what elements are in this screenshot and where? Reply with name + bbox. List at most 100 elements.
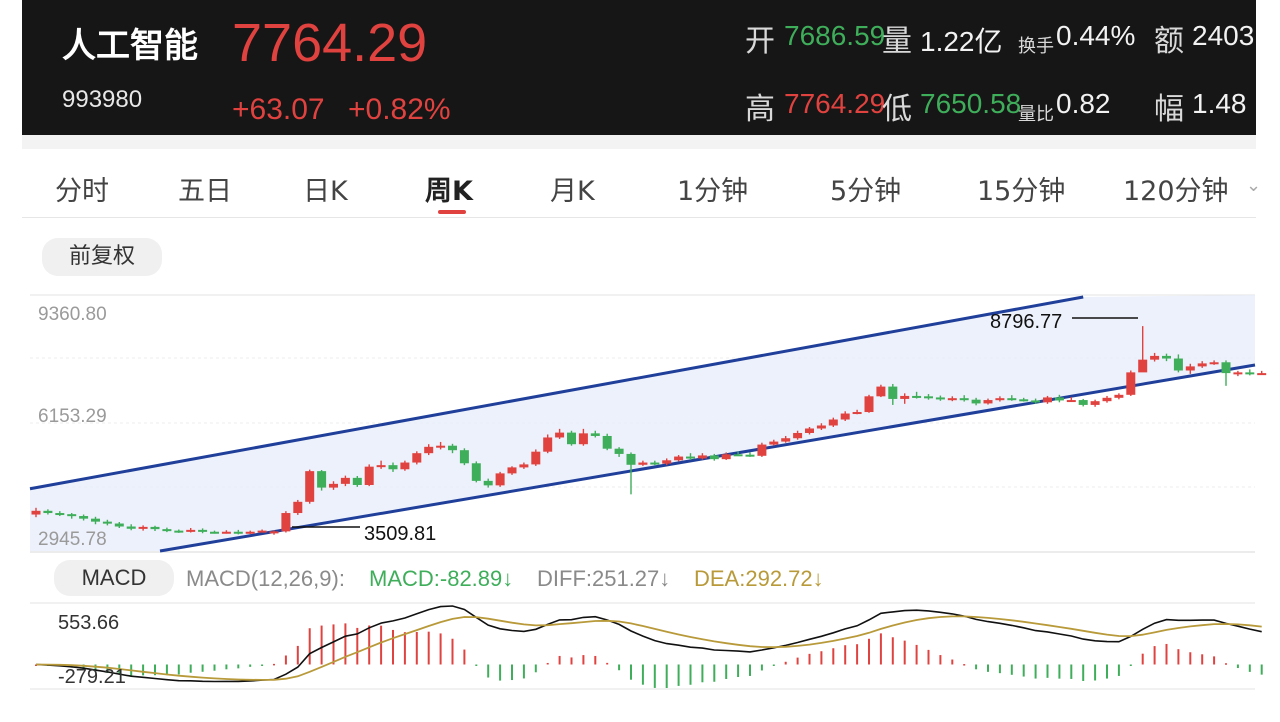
- macd-bar: [368, 625, 371, 665]
- candle-body: [376, 465, 386, 468]
- macd-bar: [1236, 664, 1239, 669]
- candle-body: [1150, 355, 1160, 360]
- turnover-label: 换手: [1018, 36, 1054, 57]
- low-value: 7650.58: [920, 88, 1022, 119]
- macd-bar: [403, 632, 406, 665]
- macd-bar: [903, 640, 906, 665]
- tab-daily-k[interactable]: 日K: [303, 176, 348, 207]
- candle-body: [1209, 362, 1219, 365]
- macd-bar: [546, 662, 549, 665]
- candle-body: [1245, 372, 1255, 375]
- chevron-down-icon[interactable]: ⌄: [1246, 175, 1262, 196]
- high-value: 7764.29: [784, 88, 886, 119]
- trend-channel-lower: [159, 363, 1256, 553]
- macd-bar: [296, 645, 299, 665]
- macd-bar: [796, 657, 799, 665]
- candle-body: [281, 513, 291, 532]
- macd-bar: [582, 655, 585, 665]
- macd-bar: [249, 664, 252, 667]
- candle-body: [567, 432, 576, 445]
- macd-bar: [344, 623, 347, 665]
- candle-body: [590, 433, 600, 436]
- macd-bar: [760, 664, 763, 671]
- macd-bar: [1201, 654, 1204, 665]
- candle-body: [471, 463, 481, 481]
- indicator-selector[interactable]: MACD: [54, 560, 174, 596]
- macd-bar: [213, 664, 216, 671]
- volratio-value: 0.82: [1056, 88, 1111, 119]
- candle-body: [507, 467, 517, 474]
- macd-bar: [106, 664, 109, 673]
- macd-bar: [975, 664, 978, 670]
- candle-body: [578, 433, 588, 445]
- tab-intraday[interactable]: 分时: [55, 176, 109, 207]
- macd-bar: [82, 664, 85, 670]
- candle-body: [424, 446, 434, 454]
- macd-bar: [808, 653, 811, 665]
- tab-120min[interactable]: 120分钟: [1123, 176, 1229, 207]
- macd-bar: [820, 651, 823, 665]
- candle-body: [221, 531, 231, 534]
- macd-bar: [939, 655, 942, 665]
- high-annotation: 8796.77: [990, 311, 1138, 333]
- candle-body: [412, 453, 422, 463]
- macd-bar: [868, 638, 870, 665]
- candle-body: [79, 516, 89, 519]
- candle-body: [400, 462, 410, 470]
- macd-bar: [154, 664, 156, 676]
- amount-label: 额: [1154, 24, 1184, 59]
- candle-body: [900, 395, 910, 399]
- macd-bar: [641, 664, 644, 685]
- candle-body: [1007, 398, 1017, 401]
- candle-body: [912, 395, 922, 398]
- macd-bar: [1129, 664, 1132, 666]
- macd-bar: [308, 628, 311, 665]
- macd-bar: [94, 664, 97, 672]
- tab-five-day[interactable]: 五日: [178, 176, 232, 207]
- macd-bar: [558, 655, 561, 665]
- macd-bar: [189, 664, 192, 673]
- tab-weekly-k[interactable]: 周K: [425, 176, 473, 207]
- candle-body: [245, 531, 255, 534]
- amount-value: 2403: [1192, 20, 1255, 51]
- macd-bar: [177, 664, 180, 675]
- macd-bar: [606, 662, 609, 665]
- candle-body: [364, 466, 374, 485]
- tab-1min[interactable]: 1分钟: [677, 176, 749, 207]
- candle-body: [1138, 359, 1148, 373]
- price-change: +63.07: [232, 93, 325, 126]
- candle-body: [519, 464, 529, 468]
- macd-value: MACD:-82.89↓: [369, 566, 514, 591]
- candle-body: [662, 460, 672, 464]
- macd-histogram: [35, 623, 1263, 688]
- candle-body: [352, 477, 362, 485]
- macd-bar: [1034, 664, 1037, 679]
- tab-monthly-k[interactable]: 月K: [550, 176, 595, 207]
- adjust-button[interactable]: 前复权: [42, 238, 162, 276]
- candle-body: [733, 454, 743, 457]
- candle-body: [483, 480, 493, 486]
- tab-15min[interactable]: 15分钟: [977, 176, 1066, 207]
- candle-body: [436, 445, 446, 448]
- candle-body: [91, 518, 100, 522]
- macd-bar: [701, 664, 704, 683]
- low-label: 低: [882, 92, 912, 127]
- candle-body: [340, 477, 350, 484]
- candle-body: [1090, 401, 1100, 405]
- low-annotation: 3509.81: [292, 523, 436, 545]
- candle-body: [150, 526, 160, 530]
- candle-body: [697, 455, 707, 459]
- macd-bar: [784, 661, 787, 665]
- macd-bar: [1117, 664, 1120, 676]
- tab-5min[interactable]: 5分钟: [830, 176, 902, 207]
- candle-body: [114, 523, 124, 527]
- macd-axis-max-label: 553.66: [58, 612, 119, 634]
- candle-body: [745, 454, 755, 457]
- macd-bar: [998, 664, 1001, 674]
- candle-body: [1043, 397, 1052, 403]
- candle-body: [531, 451, 541, 465]
- macd-bar: [689, 664, 692, 685]
- candle-body: [888, 386, 898, 399]
- candle-body: [959, 398, 969, 401]
